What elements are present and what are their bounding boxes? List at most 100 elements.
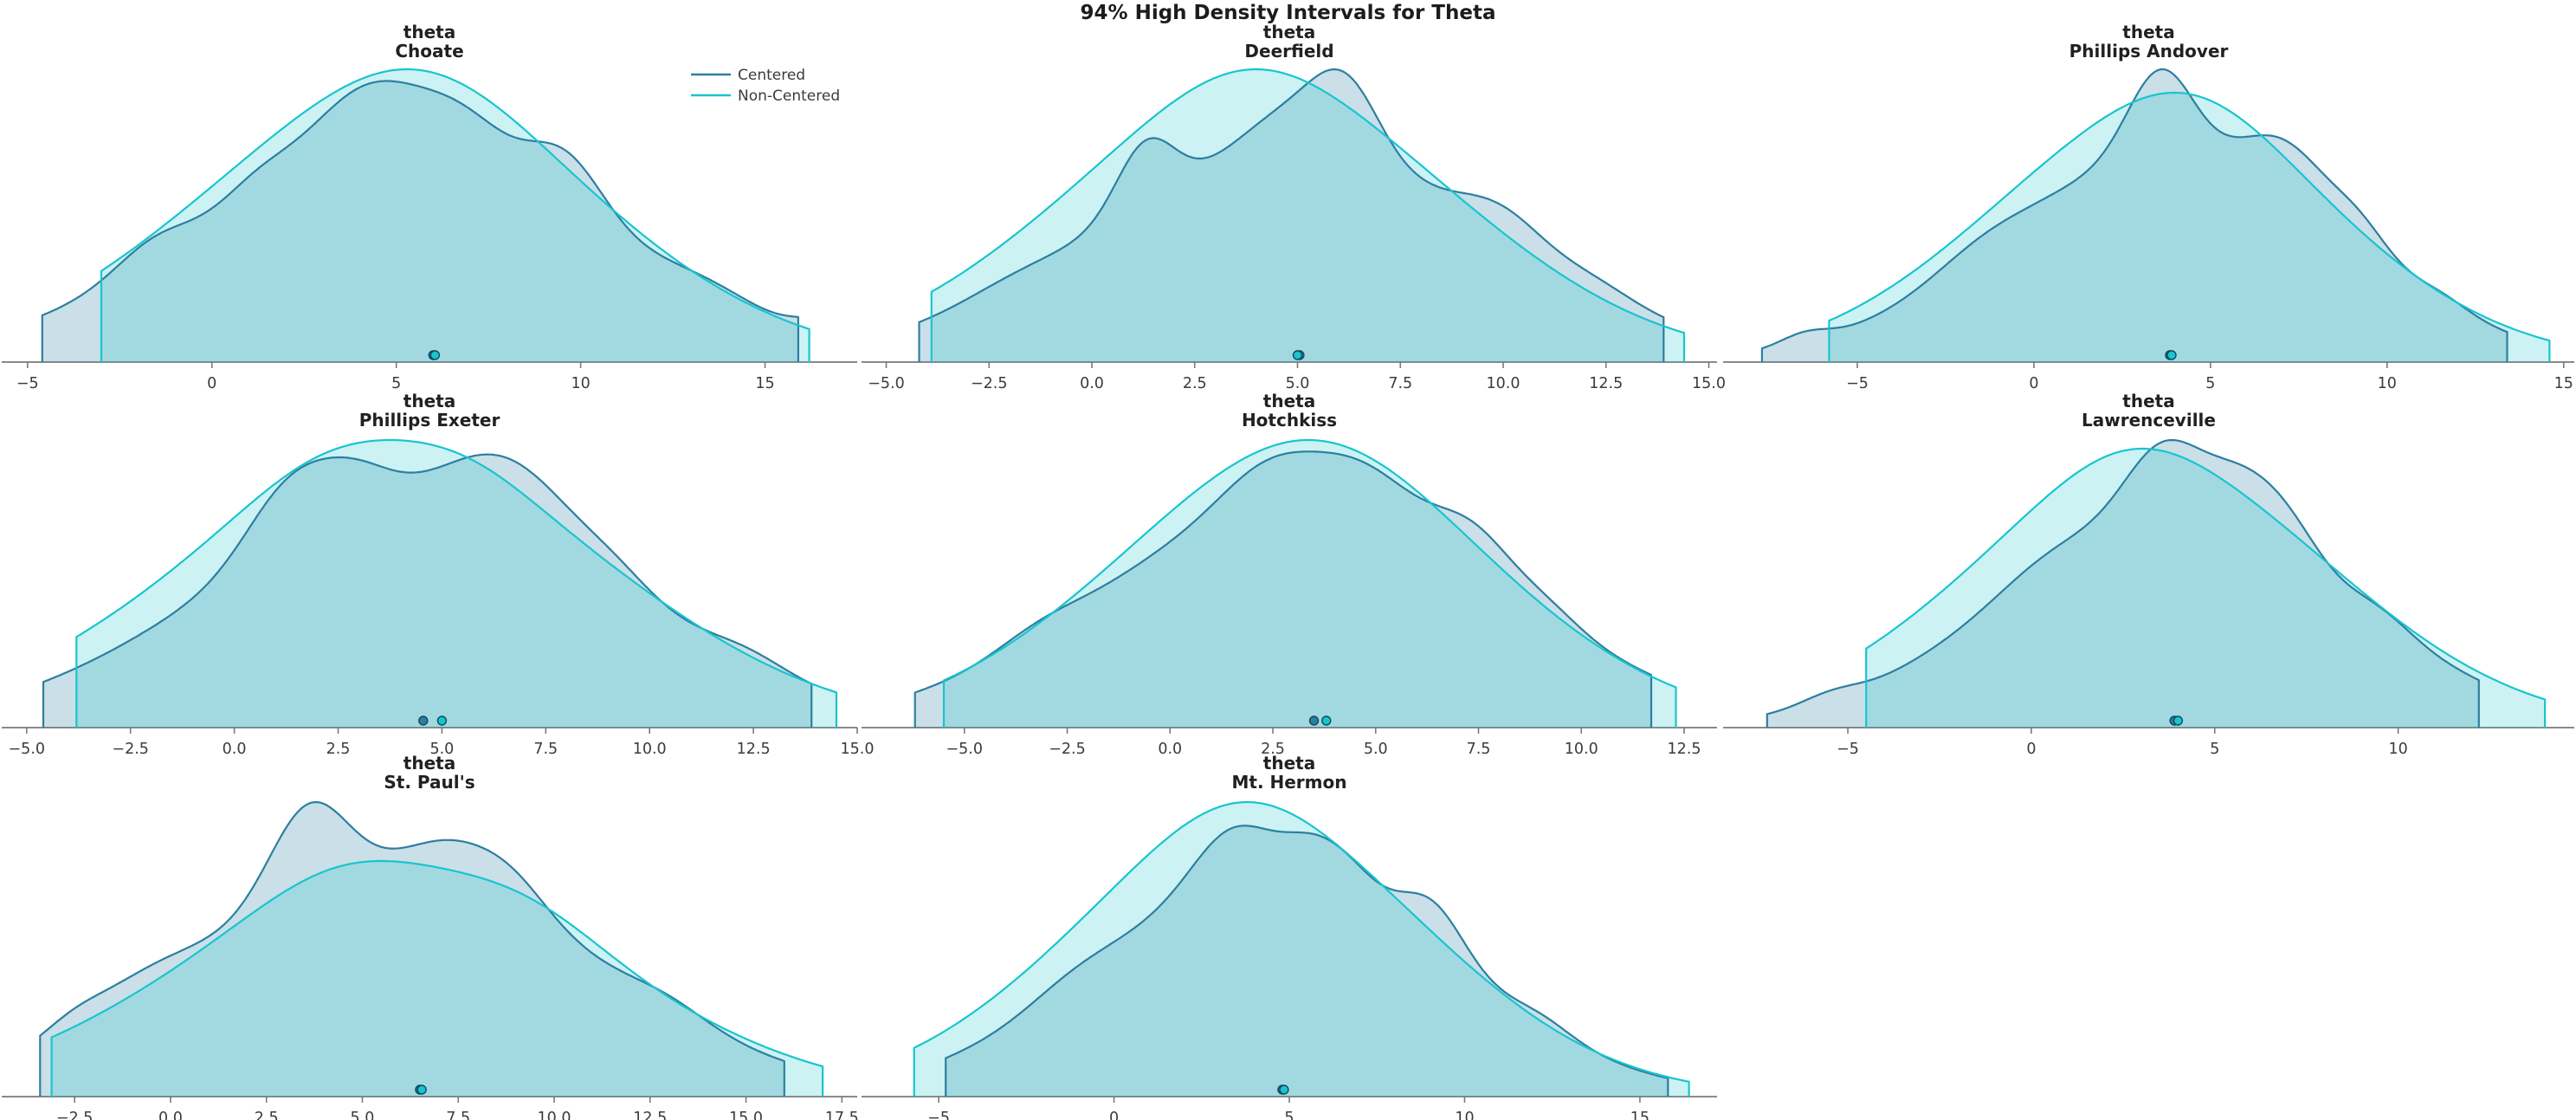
x-tick-label: −5	[927, 1110, 950, 1120]
x-tick-label: −2.5	[112, 741, 149, 758]
centered-density-fill	[40, 802, 784, 1097]
x-tick-label: 2.5	[1261, 741, 1285, 758]
x-tick-label: 10	[2378, 375, 2397, 392]
subplot-school-title: Phillips Exeter	[358, 410, 500, 431]
centered-density-curve	[1766, 438, 2480, 728]
subplot-param-title: theta	[2122, 22, 2175, 42]
noncentered-density-curve	[942, 438, 1677, 728]
x-tick-label: 15.0	[841, 741, 875, 758]
x-tick-label: −5.0	[946, 741, 984, 758]
x-tick-label: 2.5	[255, 1110, 279, 1120]
x-tick-label: 0.0	[1158, 741, 1182, 758]
centered-density-fill	[42, 81, 798, 362]
noncentered-point-estimate	[1279, 1084, 1289, 1095]
noncentered-point-estimate	[1321, 715, 1332, 726]
x-tick-label: 5.0	[351, 1110, 375, 1120]
subplot-st-paul-s: theta St. Paul's −2.5 0.0 2.5 5.0 7.5 10.0 12.5 1…	[2, 735, 859, 1120]
x-tick-label: 0	[1109, 1110, 1119, 1120]
centered-density-curve	[945, 825, 1669, 1097]
centered-density-fill	[946, 825, 1669, 1097]
x-tick-label: −5.0	[9, 741, 46, 758]
x-tick-label: −2.5	[971, 375, 1008, 392]
density-plot-canvas: −5.0 −2.5 0.0 2.5 5.0 7.5 10.0 12.5 15.0	[862, 68, 1726, 392]
x-tick-label: 15.0	[729, 1110, 763, 1120]
subplot-param-title: theta	[403, 391, 456, 411]
centered-density-fill	[1766, 440, 2479, 728]
x-tick-label: 15.0	[1692, 375, 1726, 392]
x-tick-label: 7.5	[533, 741, 558, 758]
x-tick-label: 12.5	[737, 741, 771, 758]
subplot-phillips-exeter: theta Phillips Exeter −5.0 −2.5 0.0 2.5 5.0 7.5…	[2, 372, 874, 758]
noncentered-density-fill	[931, 69, 1684, 362]
subplot-param-title: theta	[1262, 753, 1316, 774]
legend-label-noncentered: Non-Centered	[738, 87, 840, 105]
noncentered-point-estimate	[436, 715, 448, 726]
x-tick-label: 10.0	[1565, 741, 1598, 758]
noncentered-density-fill	[1829, 93, 2550, 362]
subplot-deerfield: theta Deerfield −5.0 −2.5 0.0 2.5 5.0 7.5 10.0 12…	[862, 0, 1726, 392]
x-tick-label: −5	[16, 375, 39, 392]
x-tick-label: 5	[2205, 375, 2215, 392]
noncentered-density-curve	[930, 68, 1686, 362]
centered-density-fill	[1761, 69, 2508, 362]
x-tick-label: −2.5	[56, 1110, 94, 1120]
x-tick-label: 0	[2029, 375, 2038, 392]
x-tick-label: 7.5	[446, 1110, 470, 1120]
x-tick-label: 15	[2554, 375, 2573, 392]
centered-density-curve	[1760, 68, 2508, 362]
subplot-param-title: theta	[403, 22, 456, 42]
subplot-school-title: St. Paul's	[384, 772, 475, 793]
centered-density-curve	[914, 450, 1653, 728]
subplot-param-title: theta	[1262, 391, 1316, 411]
x-tick-label: −5	[1837, 741, 1859, 758]
x-tick-label: 12.5	[1668, 741, 1701, 758]
x-tick-label: 5	[1284, 1110, 1294, 1120]
noncentered-point-estimate	[429, 350, 441, 360]
density-plot-canvas: −5 0 5 10 15	[862, 800, 1717, 1120]
x-tick-label: 0	[2026, 741, 2036, 758]
subplot-school-title: Choate	[395, 41, 464, 62]
x-tick-label: −2.5	[1049, 741, 1086, 758]
noncentered-point-estimate	[416, 1084, 427, 1095]
x-tick-label: 5.0	[1364, 741, 1388, 758]
subplot-param-title: theta	[403, 753, 456, 774]
noncentered-point-estimate	[1292, 350, 1303, 360]
noncentered-density-fill	[914, 802, 1689, 1097]
centered-density-fill	[919, 69, 1664, 362]
x-tick-label: 7.5	[1388, 375, 1412, 392]
noncentered-density-curve	[1865, 447, 2547, 728]
centered-point-estimate	[1308, 715, 1320, 726]
subplot-lawrenceville: theta Lawrenceville −5 0 5 10	[1723, 372, 2574, 758]
centered-density-fill	[914, 451, 1651, 728]
centered-density-fill	[43, 454, 812, 728]
x-tick-label: 5.0	[1286, 375, 1310, 392]
subplot-phillips-andover: theta Phillips Andover −5 0 5 10 15	[1723, 0, 2574, 392]
subplot-choate: theta Choate −5 0 5 10 15 Centered Non-Centered	[2, 0, 857, 392]
x-tick-label: 5.0	[429, 741, 454, 758]
noncentered-density-curve	[100, 68, 810, 362]
density-plot-canvas: −5 0 5 10	[1723, 438, 2574, 758]
subplot-school-title: Phillips Andover	[2069, 41, 2229, 62]
x-tick-label: 0.0	[223, 741, 247, 758]
x-tick-label: 15	[755, 375, 774, 392]
x-tick-label: 12.5	[633, 1110, 667, 1120]
subplot-mt-hermon: theta Mt. Hermon −5 0 5 10 15	[862, 735, 1717, 1120]
noncentered-density-curve	[75, 438, 838, 728]
centered-point-estimate	[418, 715, 429, 726]
x-tick-label: 17.5	[825, 1110, 859, 1120]
noncentered-density-curve	[1828, 91, 2551, 362]
noncentered-density-fill	[51, 861, 823, 1097]
x-tick-label: −5.0	[868, 375, 905, 392]
x-tick-label: 5	[391, 375, 401, 392]
subplot-param-title: theta	[1262, 22, 1316, 42]
noncentered-density-fill	[944, 440, 1676, 728]
density-plot-canvas: −5 0 5 10 15	[1723, 68, 2574, 392]
x-tick-label: 5	[2210, 741, 2219, 758]
density-plot-canvas: −5 0 5 10 15 Centered Non-Centered	[2, 67, 857, 392]
x-tick-label: 0	[207, 375, 216, 392]
x-tick-label: 2.5	[326, 741, 351, 758]
legend-label-centered: Centered	[738, 67, 805, 84]
figure-title: 94% High Density Intervals for Theta	[1080, 2, 1496, 24]
density-plot-canvas: −2.5 0.0 2.5 5.0 7.5 10.0 12.5 15.0 17.5	[2, 800, 859, 1120]
